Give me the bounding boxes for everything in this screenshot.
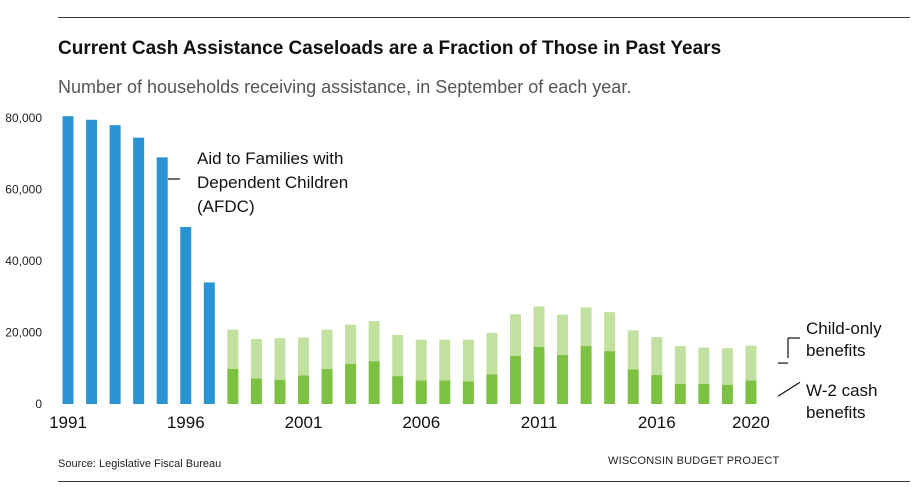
w2-cash-bar [250, 378, 262, 404]
x-tick-label: 1996 [167, 413, 205, 432]
annotations: Aid to Families with Dependent Children (A… [168, 149, 882, 422]
child-only-bar [651, 337, 663, 376]
afdc-bar [62, 116, 74, 405]
bars [62, 116, 757, 405]
child-only-bar [533, 306, 545, 347]
w2-label-line: W-2 cash [806, 381, 878, 400]
x-tick-label: 2020 [732, 413, 770, 432]
afdc-bar [109, 125, 121, 405]
child-only-bar [274, 338, 286, 380]
chart-subtitle: Number of households receiving assistanc… [58, 77, 632, 97]
afdc-bar [203, 282, 215, 404]
w2-cash-bar [392, 376, 404, 404]
w2-cash-bar [227, 368, 239, 404]
w2-cash-bar [557, 355, 569, 404]
w2-cash-bar [462, 381, 474, 404]
w2-cash-bar [298, 375, 309, 404]
child-only-bar [415, 339, 427, 381]
child-only-bar [509, 314, 521, 356]
w2-cash-bar [721, 384, 733, 404]
y-axis: 0 20,000 40,000 60,000 80,000 [5, 111, 42, 411]
w2-leader-line [777, 381, 801, 397]
w2-cash-bar [698, 383, 710, 404]
child-only-bar [250, 338, 262, 379]
bottom-rule [58, 481, 910, 482]
w2-label-line: benefits [806, 403, 866, 422]
afdc-label-line: Dependent Children [197, 173, 348, 192]
w2-cash-bar [580, 346, 592, 404]
afdc-bar [180, 227, 192, 404]
y-tick-label: 80,000 [5, 111, 42, 125]
y-tick-label: 20,000 [5, 326, 42, 340]
child-only-bar [557, 314, 569, 356]
afdc-bar [86, 119, 98, 404]
x-tick-label: 2001 [285, 413, 323, 432]
child-only-bar [721, 348, 733, 385]
w2-cash-bar [604, 351, 616, 404]
child-only-label-line: benefits [806, 341, 866, 360]
child-only-bar [439, 339, 451, 381]
child-only-bar [580, 307, 592, 347]
w2-cash-bar [533, 346, 545, 404]
w2-cash-bar [439, 380, 451, 404]
child-only-bar [486, 332, 498, 375]
x-tick-label: 1991 [49, 413, 87, 432]
child-only-bar [462, 339, 474, 382]
w2-cash-bar [627, 369, 639, 404]
w2-cash-bar [674, 383, 686, 404]
child-only-bar [604, 312, 616, 352]
child-only-bar [345, 324, 357, 364]
afdc-bar [156, 157, 168, 404]
child-only-bar [368, 321, 380, 362]
child-only-bar [392, 335, 404, 377]
w2-cash-bar [745, 380, 757, 404]
child-only-bar [227, 329, 239, 369]
x-axis: 1991 1996 2001 2006 2011 2016 2020 [49, 413, 770, 432]
child-only-bar [674, 346, 686, 384]
w2-cash-bar [486, 374, 498, 404]
child-only-label-line: Child-only [806, 319, 882, 338]
w2-cash-bar [321, 368, 333, 404]
x-tick-label: 2006 [402, 413, 440, 432]
child-only-bar [698, 347, 710, 384]
x-tick-label: 2011 [521, 413, 558, 432]
source-note: Source: Legislative Fiscal Bureau [58, 458, 222, 470]
brand-credit: WISCONSIN BUDGET PROJECT [608, 455, 780, 467]
w2-cash-bar [651, 375, 663, 404]
w2-cash-bar [415, 380, 427, 404]
w2-cash-bar [274, 379, 286, 404]
afdc-label-line: (AFDC) [197, 197, 255, 216]
child-only-bar [321, 329, 333, 369]
child-only-bar [627, 330, 639, 370]
w2-cash-bar [509, 355, 521, 404]
top-rule [58, 17, 910, 18]
y-tick-label: 40,000 [5, 254, 42, 268]
y-tick-label: 0 [35, 397, 42, 411]
afdc-bar [133, 137, 145, 404]
w2-cash-bar [345, 363, 357, 404]
chart-title: Current Cash Assistance Caseloads are a … [58, 38, 722, 59]
x-tick-label: 2016 [638, 413, 676, 432]
y-tick-label: 60,000 [5, 183, 42, 197]
afdc-label-line: Aid to Families with [197, 149, 343, 168]
child-only-bar [745, 345, 757, 381]
w2-cash-bar [368, 361, 380, 404]
child-only-bar [298, 337, 309, 376]
